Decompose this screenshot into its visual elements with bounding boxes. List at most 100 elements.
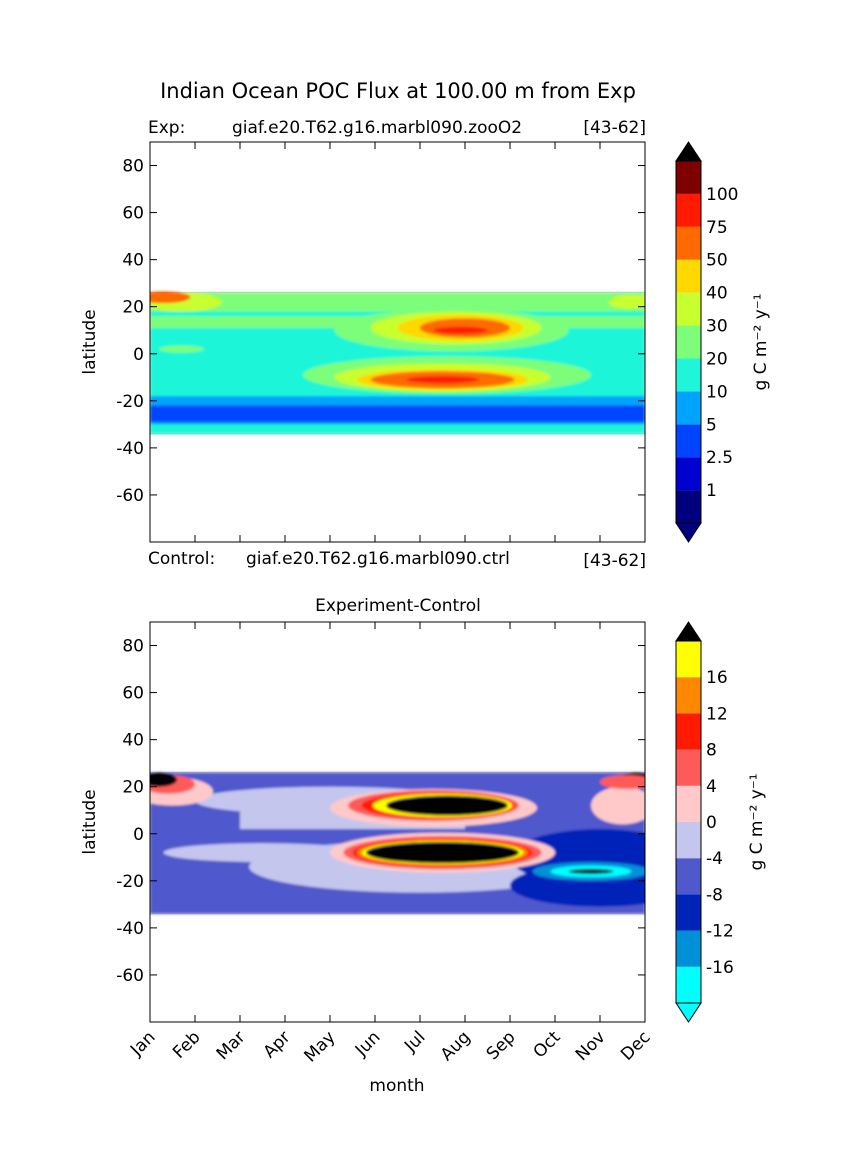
bottom-colorbar-swatch	[676, 966, 701, 1003]
top-colorbar-tick-label: 2.5	[706, 448, 733, 468]
top-colorbar-frame	[675, 160, 702, 524]
ctrl-name: giaf.e20.T62.g16.marbl090.ctrl	[246, 549, 510, 569]
top-plot-frame	[149, 141, 646, 543]
bottom-contour-blob	[600, 774, 645, 790]
top-contour-blob	[406, 376, 479, 384]
top-colorbar-swatch	[676, 292, 701, 326]
bottom-x-tick-label: Oct	[530, 1027, 565, 1062]
ctrl-label: Control:	[148, 549, 215, 569]
bottom-colorbar-tick-label: -8	[706, 885, 723, 905]
top-contour-blob	[609, 294, 645, 310]
top-colorbar: 1 2.5 5 10 20 30 40 50 75 100	[675, 141, 738, 543]
top-y-tick-label: 80	[122, 157, 144, 177]
bottom-colorbar-swatch	[676, 858, 701, 895]
bottom-colorbar-under-arrow	[675, 1002, 702, 1023]
top-colorbar-swatch	[676, 424, 701, 458]
top-colorbar-tick-label: 5	[706, 415, 717, 435]
bottom-y-tick-label: 80	[122, 637, 144, 657]
top-colorbar-swatch	[676, 193, 701, 227]
exp-years: [43-62]	[583, 118, 646, 138]
bottom-colorbar-label: g C m⁻² y⁻¹	[747, 773, 767, 870]
top-contour-field	[150, 291, 645, 435]
bottom-colorbar-tick-label: -4	[706, 849, 723, 869]
bottom-colorbar-over-arrow	[675, 621, 702, 642]
top-colorbar-tick-label: 10	[706, 382, 728, 402]
bottom-colorbar-tick-label: 8	[706, 741, 717, 761]
bottom-y-tick-label: -20	[116, 872, 144, 892]
top-colorbar-swatch	[676, 325, 701, 359]
bottom-colorbar-swatch	[676, 785, 701, 822]
top-contour-blob	[159, 345, 204, 353]
bottom-colorbar-swatch	[676, 713, 701, 750]
top-colorbar-tick-label: 20	[706, 349, 728, 369]
top-colorbar-tick-label: 100	[706, 185, 738, 205]
bottom-y-tick-label: 40	[122, 731, 144, 751]
top-colorbar-tick-label: 75	[706, 218, 728, 238]
top-contour-band	[150, 292, 645, 312]
bottom-y-tick-label: 20	[122, 778, 144, 798]
top-y-tick-label: -40	[116, 439, 144, 459]
bottom-y-tick-label: 60	[122, 684, 144, 704]
top-colorbar-tick-label: 40	[706, 284, 728, 304]
top-colorbar-tick-label: 30	[706, 317, 728, 337]
exp-name: giaf.e20.T62.g16.marbl090.zooO2	[232, 118, 522, 138]
bottom-colorbar-tick-label: 0	[706, 813, 717, 833]
bottom-contour-plot: 80 60 40 20 0 -20 -40 -60 Jan Feb Mar Apr May Jun Jul…	[80, 621, 655, 1096]
bottom-x-tick-label: Apr	[260, 1027, 295, 1062]
bottom-colorbar-tick-label: -12	[706, 922, 734, 942]
top-colorbar-label: g C m⁻² y⁻¹	[751, 293, 771, 390]
bottom-colorbar-tick-label: 16	[706, 668, 728, 688]
bottom-y-axis-label: latitude	[80, 789, 100, 854]
bottom-colorbar-tick-label: 4	[706, 777, 717, 797]
bottom-colorbar-swatch	[676, 749, 701, 786]
top-contour-band	[150, 405, 645, 422]
bottom-y-tick-label: -60	[116, 966, 144, 986]
bottom-contour-field	[150, 772, 645, 915]
top-colorbar-swatch	[676, 391, 701, 425]
bottom-y-axis: 80 60 40 20 0 -20 -40 -60	[116, 637, 645, 986]
top-colorbar-swatch	[676, 226, 701, 260]
bottom-x-tick-label: May	[301, 1027, 340, 1066]
bottom-x-tick-label: Nov	[572, 1027, 610, 1065]
bottom-contour-layers	[150, 772, 645, 914]
bottom-colorbar: -16 -12 -8 -4 0 4 8 12 16	[675, 621, 734, 1023]
bottom-plot-title: Experiment-Control	[315, 596, 481, 616]
bottom-plot-frame	[149, 621, 646, 1023]
top-colorbar-under-arrow	[675, 522, 702, 543]
bottom-contour-blob	[591, 786, 645, 825]
top-y-tick-label: -20	[116, 392, 144, 412]
bottom-colorbar-swatch	[676, 641, 701, 678]
top-colorbar-over-arrow	[675, 141, 702, 162]
top-y-axis-label: latitude	[80, 309, 100, 374]
top-y-axis: 80 60 40 20 0 -20 -40 -60	[116, 157, 645, 506]
top-y-tick-label: 0	[133, 345, 144, 365]
bottom-x-axis-label: month	[369, 1076, 424, 1096]
top-y-tick-label: 60	[122, 204, 144, 224]
bottom-x-tick-label: Dec	[617, 1027, 654, 1064]
top-contour-blob	[150, 291, 191, 304]
top-y-tick-label: -60	[116, 486, 144, 506]
top-colorbar-swatch	[676, 161, 701, 194]
bottom-x-tick-label: Aug	[437, 1027, 475, 1065]
bottom-x-tick-label: Jun	[351, 1027, 385, 1061]
top-contour-layers	[150, 291, 645, 434]
top-y-tick-label: 20	[122, 298, 144, 318]
bottom-x-tick-label: Mar	[213, 1027, 250, 1064]
top-colorbar-swatch	[676, 490, 701, 523]
figure-title: Indian Ocean POC Flux at 100.00 m from E…	[160, 79, 636, 103]
bottom-colorbar-frame	[675, 640, 702, 1004]
exp-label: Exp:	[148, 118, 185, 138]
bottom-contour-blob	[150, 772, 177, 787]
top-colorbar-swatch	[676, 457, 701, 491]
bottom-x-tick-label: Jul	[400, 1027, 429, 1056]
top-x-axis	[149, 142, 646, 542]
bottom-colorbar-swatch	[676, 822, 701, 859]
bottom-contour-band	[150, 829, 645, 839]
top-colorbar-swatch	[676, 259, 701, 293]
bottom-contour-blob	[366, 842, 519, 864]
bottom-contour-blob	[568, 869, 614, 874]
top-contour-blob	[433, 326, 488, 334]
bottom-contour-blob	[386, 795, 508, 816]
bottom-colorbar-tick-label: 12	[706, 704, 728, 724]
